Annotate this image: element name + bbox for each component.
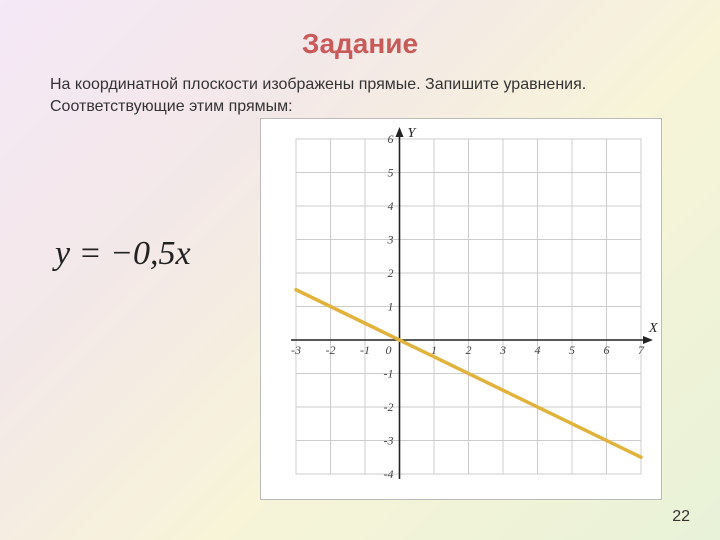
svg-text:4: 4 bbox=[388, 199, 394, 213]
svg-text:6: 6 bbox=[604, 343, 610, 357]
svg-text:-3: -3 bbox=[384, 434, 394, 448]
equation-text: y = −0,5x bbox=[55, 235, 191, 273]
svg-text:X: X bbox=[648, 321, 658, 336]
svg-text:4: 4 bbox=[535, 343, 541, 357]
task-text: На координатной плоскости изображены пря… bbox=[50, 74, 670, 117]
svg-text:2: 2 bbox=[388, 266, 394, 280]
svg-text:1: 1 bbox=[388, 300, 394, 314]
page-title: Задание bbox=[0, 0, 720, 60]
svg-text:0: 0 bbox=[386, 343, 392, 357]
svg-text:3: 3 bbox=[387, 233, 394, 247]
svg-text:-1: -1 bbox=[384, 367, 394, 381]
svg-text:5: 5 bbox=[388, 166, 394, 180]
svg-text:-4: -4 bbox=[384, 467, 394, 481]
svg-text:-3: -3 bbox=[291, 343, 301, 357]
chart-svg: XY-3-2-11234567-4-3-2-11234560 bbox=[261, 119, 661, 499]
svg-text:2: 2 bbox=[466, 343, 472, 357]
svg-text:-1: -1 bbox=[360, 343, 370, 357]
svg-text:3: 3 bbox=[499, 343, 506, 357]
page-number: 22 bbox=[672, 508, 690, 526]
svg-text:7: 7 bbox=[638, 343, 645, 357]
svg-text:-2: -2 bbox=[384, 400, 394, 414]
coordinate-chart: XY-3-2-11234567-4-3-2-11234560 bbox=[260, 118, 662, 500]
svg-text:-2: -2 bbox=[326, 343, 336, 357]
svg-text:6: 6 bbox=[388, 132, 394, 146]
slide: Задание На координатной плоскости изобра… bbox=[0, 0, 720, 540]
svg-text:5: 5 bbox=[569, 343, 575, 357]
